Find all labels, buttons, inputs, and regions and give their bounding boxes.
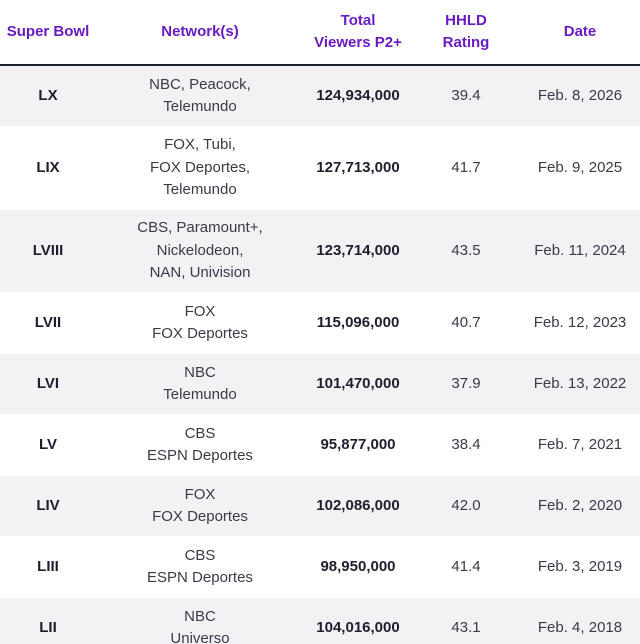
networks-cell: CBS, Paramount+, Nickelodeon, NAN, Univisi… (96, 217, 304, 285)
network-line: FOX, Tubi, (164, 136, 236, 154)
super-bowl-number: LIV (36, 496, 60, 514)
total-viewers: 95,877,000 (320, 435, 396, 453)
header-hhld-rating: HHLD Rating (442, 12, 490, 51)
network-line: FOX Deportes (152, 325, 248, 342)
game-date: Feb. 4, 2018 (537, 618, 623, 636)
super-bowl-number: LIX (36, 158, 60, 176)
super-bowl-number: LVIII (32, 241, 64, 259)
networks-cell: FOX FOX Deportes (96, 484, 304, 529)
table-row: LVII FOX FOX Deportes 115,096,000 40.7 Feb. 1… (0, 293, 640, 354)
game-date: Feb. 3, 2019 (537, 557, 623, 575)
network-line: ESPN Deportes (147, 447, 253, 464)
header-networks: Network(s) (161, 23, 239, 40)
total-viewers: 123,714,000 (316, 241, 400, 259)
networks-cell: CBS ESPN Deportes (96, 545, 304, 590)
total-viewers: 101,470,000 (316, 374, 400, 392)
super-bowl-number: LV (38, 435, 58, 453)
table-row: LIV FOX FOX Deportes 102,086,000 42.0 Feb. 2,… (0, 476, 640, 537)
table-row: LVIII CBS, Paramount+, Nickelodeon, NAN, Un… (0, 210, 640, 293)
hhld-rating: 41.4 (451, 557, 481, 575)
hhld-rating: 37.9 (451, 374, 481, 392)
table-row: LX NBC, Peacock, Telemundo 124,934,000 39.4 F… (0, 66, 640, 127)
game-date: Feb. 11, 2024 (534, 241, 626, 259)
network-line: FOX (184, 302, 216, 320)
network-line: FOX (184, 485, 216, 503)
table-header: Super Bowl Network(s) Total Viewers P2+ … (0, 0, 640, 66)
table-row: LIX FOX, Tubi, FOX Deportes, Telemundo 127,7… (0, 127, 640, 210)
network-line: CBS (184, 546, 216, 564)
table-row: LIII CBS ESPN Deportes 98,950,000 41.4 Feb. 3… (0, 537, 640, 598)
game-date: Feb. 8, 2026 (537, 86, 623, 104)
table-row: LV CBS ESPN Deportes 95,877,000 38.4 Feb. 7, … (0, 415, 640, 476)
table-body: LX NBC, Peacock, Telemundo 124,934,000 39.4 F… (0, 66, 640, 644)
total-viewers: 102,086,000 (316, 496, 400, 514)
network-line: Universo (170, 630, 230, 644)
hhld-rating: 43.1 (451, 618, 481, 636)
network-line: NBC, Peacock, (149, 75, 251, 93)
super-bowl-number: LX (38, 86, 58, 104)
networks-cell: FOX FOX Deportes (96, 301, 304, 346)
network-line: CBS, Paramount+, (137, 219, 263, 237)
network-line: NBC (184, 607, 216, 625)
header-total-viewers: Total Viewers P2+ (314, 12, 402, 51)
hhld-rating: 39.4 (451, 86, 481, 104)
game-date: Feb. 13, 2022 (533, 374, 627, 392)
network-line: CBS (184, 424, 216, 442)
hhld-rating: 42.0 (451, 496, 481, 514)
network-line: Telemundo (163, 98, 237, 115)
network-line: NBC (184, 363, 216, 381)
networks-cell: NBC Universo (96, 606, 304, 644)
network-line: Nickelodeon, (156, 241, 244, 259)
hhld-rating: 40.7 (451, 313, 481, 331)
table-row: LVI NBC Telemundo 101,470,000 37.9 Feb. 13, 2… (0, 354, 640, 415)
hhld-rating: 38.4 (451, 435, 481, 453)
table-row: LII NBC Universo 104,016,000 43.1 Feb. 4, 201… (0, 598, 640, 644)
network-line: Telemundo (163, 181, 237, 199)
total-viewers: 127,713,000 (316, 158, 400, 176)
networks-cell: NBC Telemundo (96, 362, 304, 407)
super-bowl-number: LIII (37, 557, 59, 575)
network-line: NAN, Univision (149, 264, 251, 282)
game-date: Feb. 2, 2020 (537, 496, 623, 514)
game-date: Feb. 12, 2023 (533, 313, 627, 331)
total-viewers: 124,934,000 (316, 86, 400, 104)
network-line: ESPN Deportes (147, 569, 253, 586)
hhld-rating: 41.7 (451, 158, 481, 176)
total-viewers: 104,016,000 (316, 618, 400, 636)
network-line: Telemundo (163, 386, 237, 403)
network-line: FOX Deportes (152, 508, 248, 525)
game-date: Feb. 9, 2025 (537, 158, 623, 176)
network-line: FOX Deportes, (149, 158, 251, 176)
total-viewers: 115,096,000 (316, 313, 400, 331)
super-bowl-number: LVI (36, 374, 60, 392)
networks-cell: CBS ESPN Deportes (96, 423, 304, 468)
networks-cell: FOX, Tubi, FOX Deportes, Telemundo (96, 134, 304, 202)
super-bowl-number: LVII (34, 313, 62, 331)
super-bowl-number: LII (39, 618, 57, 636)
game-date: Feb. 7, 2021 (537, 435, 623, 453)
total-viewers: 98,950,000 (320, 557, 396, 575)
header-super-bowl: Super Bowl (6, 23, 90, 40)
hhld-rating: 43.5 (451, 241, 481, 259)
networks-cell: NBC, Peacock, Telemundo (96, 74, 304, 119)
header-date: Date (563, 23, 597, 40)
